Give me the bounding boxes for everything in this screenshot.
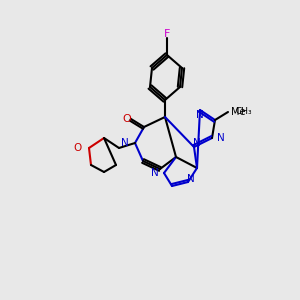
Text: F: F — [164, 29, 170, 39]
Text: N: N — [187, 174, 195, 184]
Text: N: N — [217, 133, 225, 143]
Text: O: O — [123, 114, 131, 124]
Text: CH₃: CH₃ — [235, 107, 252, 116]
Text: O: O — [74, 143, 82, 153]
Text: N: N — [151, 168, 159, 178]
Text: N: N — [196, 110, 204, 120]
Text: N: N — [193, 138, 201, 148]
Text: Me: Me — [231, 107, 245, 117]
Text: N: N — [121, 138, 129, 148]
